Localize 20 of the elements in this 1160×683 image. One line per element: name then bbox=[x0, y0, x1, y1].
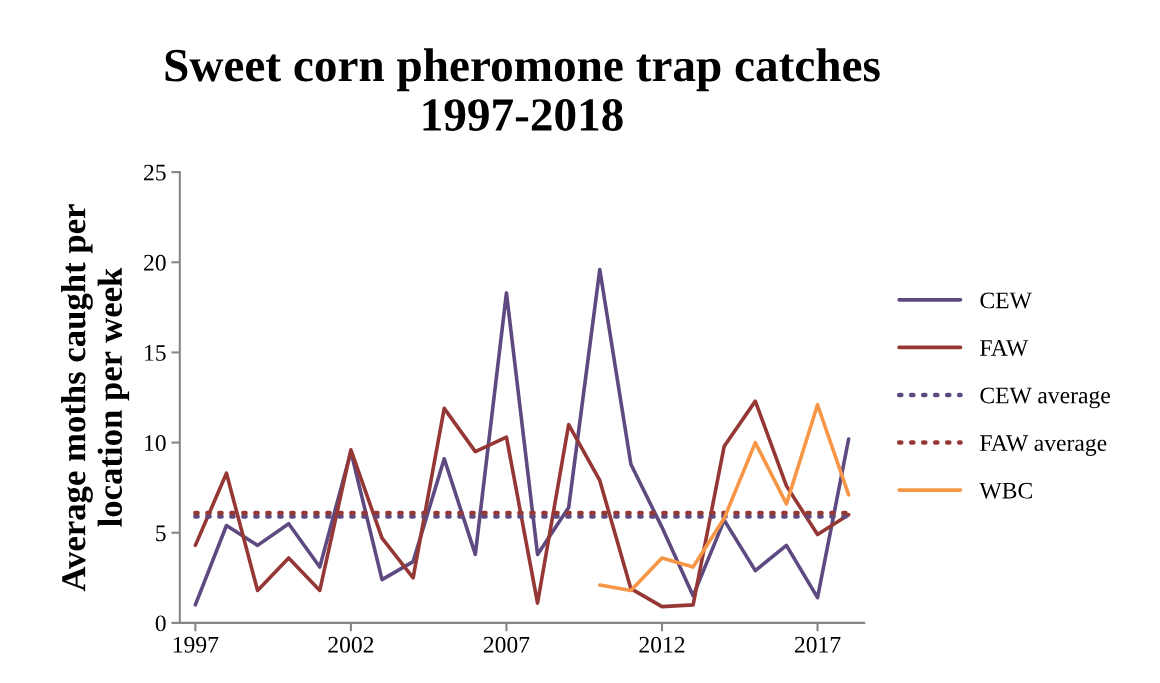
chart-title: Sweet corn pheromone trap catches 1997-2018 bbox=[165, 48, 880, 131]
legend-label: CEW average bbox=[980, 387, 1110, 409]
x-tick-label: 2007 bbox=[483, 636, 530, 653]
y-tick-label: 0 bbox=[155, 615, 166, 632]
y-tick-label: 15 bbox=[145, 345, 166, 361]
legend-label: FAW bbox=[980, 340, 1029, 357]
y-tick-label: 25 bbox=[144, 164, 166, 181]
x-tick-label: 2012 bbox=[639, 636, 685, 653]
y-axis-title: Average moths caught per location per week bbox=[61, 204, 130, 592]
x-tick-label: 2002 bbox=[328, 636, 374, 653]
y-tick-label: 10 bbox=[145, 435, 166, 452]
x-tick-label: 1997 bbox=[173, 636, 219, 653]
line-series bbox=[597, 402, 851, 593]
y-tick-label: 20 bbox=[144, 254, 166, 271]
line-series bbox=[193, 267, 851, 607]
legend-label: CEW bbox=[980, 292, 1032, 309]
y-tick-label: 5 bbox=[156, 525, 166, 542]
x-tick-label: 2017 bbox=[794, 636, 841, 653]
legend-label: FAW average bbox=[980, 435, 1107, 456]
legend-label: WBC bbox=[979, 482, 1032, 499]
